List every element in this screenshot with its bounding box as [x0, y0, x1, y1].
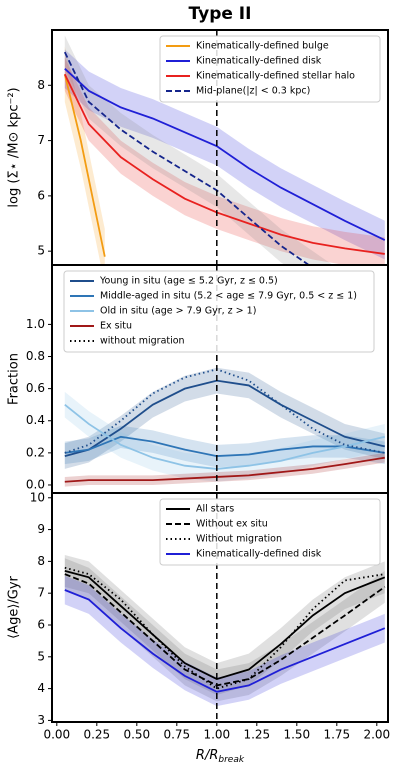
legend-label: Kinematically-defined disk [196, 549, 322, 560]
legend-box [63, 270, 375, 353]
legend: All stars Without ex situ Without migratio… [159, 498, 381, 566]
band [64, 367, 385, 469]
y-tick-label: 6 [37, 617, 45, 631]
series-line [64, 589, 386, 693]
plot-area [64, 367, 386, 487]
x-tick-label: 0.75 [163, 728, 190, 742]
y-tick-label: 7 [37, 133, 45, 147]
y-tick-label: 4 [37, 681, 45, 695]
band [64, 57, 385, 265]
frame [51, 492, 389, 723]
legend: Kinematically-defined bulge Kinematically… [159, 35, 381, 103]
y-tick-label: 5 [37, 244, 45, 258]
legend-label: Kinematically-defined stellar halo [196, 71, 355, 82]
y-tick-label: 0.0 [26, 477, 45, 491]
x-tick-label: 0.50 [123, 728, 150, 742]
x-axis-label-sub: break [218, 755, 244, 765]
band [64, 425, 385, 468]
x-tick-label: 1.25 [243, 728, 270, 742]
x-axis-label-main: R/R [196, 748, 218, 763]
y-axis-label: log (Σ⋆ /M⊙ kpc⁻²) [7, 87, 22, 207]
legend-label: without migration [100, 336, 185, 347]
y-tick-label: 1.0 [26, 317, 45, 331]
y-tick-label: 0.6 [26, 381, 45, 395]
legend-label: All stars [196, 504, 234, 515]
legend: Young in situ (age ≤ 5.2 Gyr, z ≤ 0.5) Mi… [63, 270, 375, 353]
y-tick-label: 0.8 [26, 349, 45, 363]
band [64, 555, 385, 695]
y-tick-label: 5 [37, 649, 45, 663]
y-tick-label: 8 [37, 554, 45, 568]
legend-label: Without migration [196, 534, 282, 545]
x-tick-label: 0.00 [43, 728, 70, 742]
y-axis-label: Fraction [7, 353, 22, 405]
legend-box [159, 498, 381, 566]
series-line [64, 68, 386, 241]
legend-label: Young in situ (age ≤ 5.2 Gyr, z ≤ 0.5) [99, 276, 278, 287]
y-tick-label: 9 [37, 522, 45, 536]
series-line [63, 74, 106, 257]
legend-box [159, 35, 381, 103]
legend-label: Kinematically-defined disk [196, 56, 322, 67]
legend-label: Middle-aged in situ (5.2 < age ≤ 7.9 Gyr… [100, 291, 357, 302]
x-tick-label: 1.75 [323, 728, 350, 742]
x-axis-label: R/Rbreak [196, 748, 245, 765]
band [64, 558, 385, 702]
chart-title: Type II [189, 4, 252, 24]
band [64, 49, 385, 260]
series-line [64, 570, 386, 681]
y-axis-label: ⟨Age⟩/Gyr [7, 575, 22, 638]
y-tick-label: 0.4 [26, 413, 45, 427]
y-tick-label: 0.2 [26, 445, 45, 459]
band [64, 452, 385, 487]
x-tick-label: 1.50 [283, 728, 310, 742]
plot-area [64, 555, 386, 707]
y-tick-label: 6 [37, 188, 45, 202]
x-tick-label: 0.25 [83, 728, 110, 742]
x-tick-label: 1.00 [203, 728, 230, 742]
y-tick-label: 8 [37, 78, 45, 92]
y-tick-label: 7 [37, 586, 45, 600]
y-tick-label: 3 [37, 713, 45, 727]
legend-label: Kinematically-defined bulge [196, 41, 329, 52]
band [64, 575, 385, 707]
y-tick-label: 10 [30, 490, 45, 504]
legend-label: Old in situ (age > 7.9 Gyr, z > 1) [100, 306, 256, 317]
legend-label: Without ex situ [196, 519, 268, 530]
legend-label: Ex situ [100, 321, 132, 332]
band [64, 391, 385, 482]
legend-label: Mid-plane(|z| < 0.3 kpc) [196, 86, 310, 97]
x-tick-label: 2.00 [363, 728, 390, 742]
